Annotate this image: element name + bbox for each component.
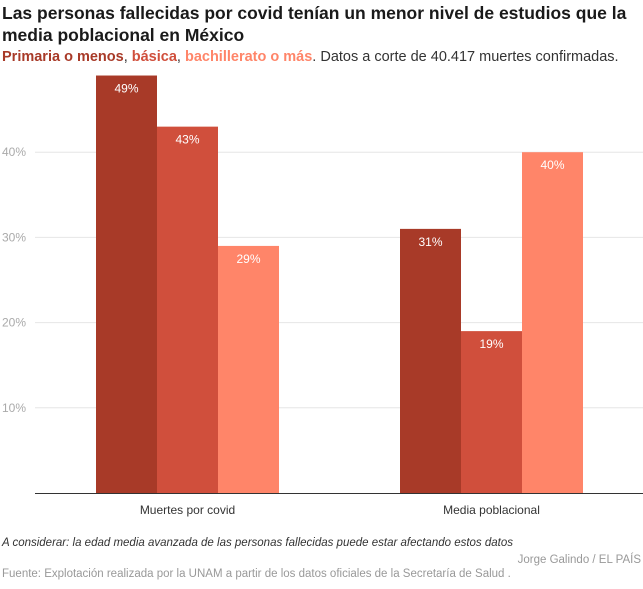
bar-basica-muertes-por-covid — [157, 126, 218, 493]
bar-bachillerato-o-mas-muertes-por-covid — [218, 245, 279, 493]
legend-separator: , — [176, 49, 185, 65]
chart-credit: Jorge Galindo / EL PAÍS — [517, 554, 641, 566]
data-label: 19% — [479, 337, 503, 351]
legend-primaria: Primaria o menos — [2, 49, 124, 65]
legend-basica: básica — [131, 49, 177, 65]
legend-separator: , — [123, 49, 132, 65]
y-tick-label: 30% — [2, 230, 26, 244]
data-label: 49% — [114, 82, 138, 96]
bar-chart: 10% 20% 30% 40% 49% 43% 29% Muertes por covid 31… — [2, 75, 643, 517]
chart-note: A considerar: la edad media avanzada de … — [2, 537, 514, 549]
chart-subtitle: Primaria o menos, básica, bachillerato o… — [2, 47, 643, 67]
x-tick-label: Muertes por covid — [140, 503, 235, 517]
x-tick-label: Media poblacional — [443, 503, 540, 517]
legend-bachillerato: bachillerato o más — [184, 49, 313, 65]
bar-primaria-o-menos-media-poblacional — [400, 228, 461, 493]
data-label: 40% — [540, 158, 564, 172]
chart-source: Fuente: Explotación realizada por la UNA… — [2, 568, 511, 580]
y-tick-label: 20% — [2, 316, 26, 330]
bar-bachillerato-o-mas-media-poblacional — [522, 152, 583, 493]
subtitle-description: . Datos a corte de 40.417 muertes confir… — [312, 49, 619, 65]
data-label: 29% — [236, 252, 260, 266]
bar-basica-media-poblacional — [461, 331, 522, 493]
data-label: 31% — [418, 235, 442, 249]
bar-primaria-o-menos-muertes-por-covid — [96, 75, 157, 494]
y-tick-label: 10% — [2, 401, 26, 415]
y-tick-label: 40% — [2, 145, 26, 159]
chart-title: Las personas fallecidas por covid tenían… — [2, 3, 627, 45]
data-label: 43% — [175, 133, 199, 147]
